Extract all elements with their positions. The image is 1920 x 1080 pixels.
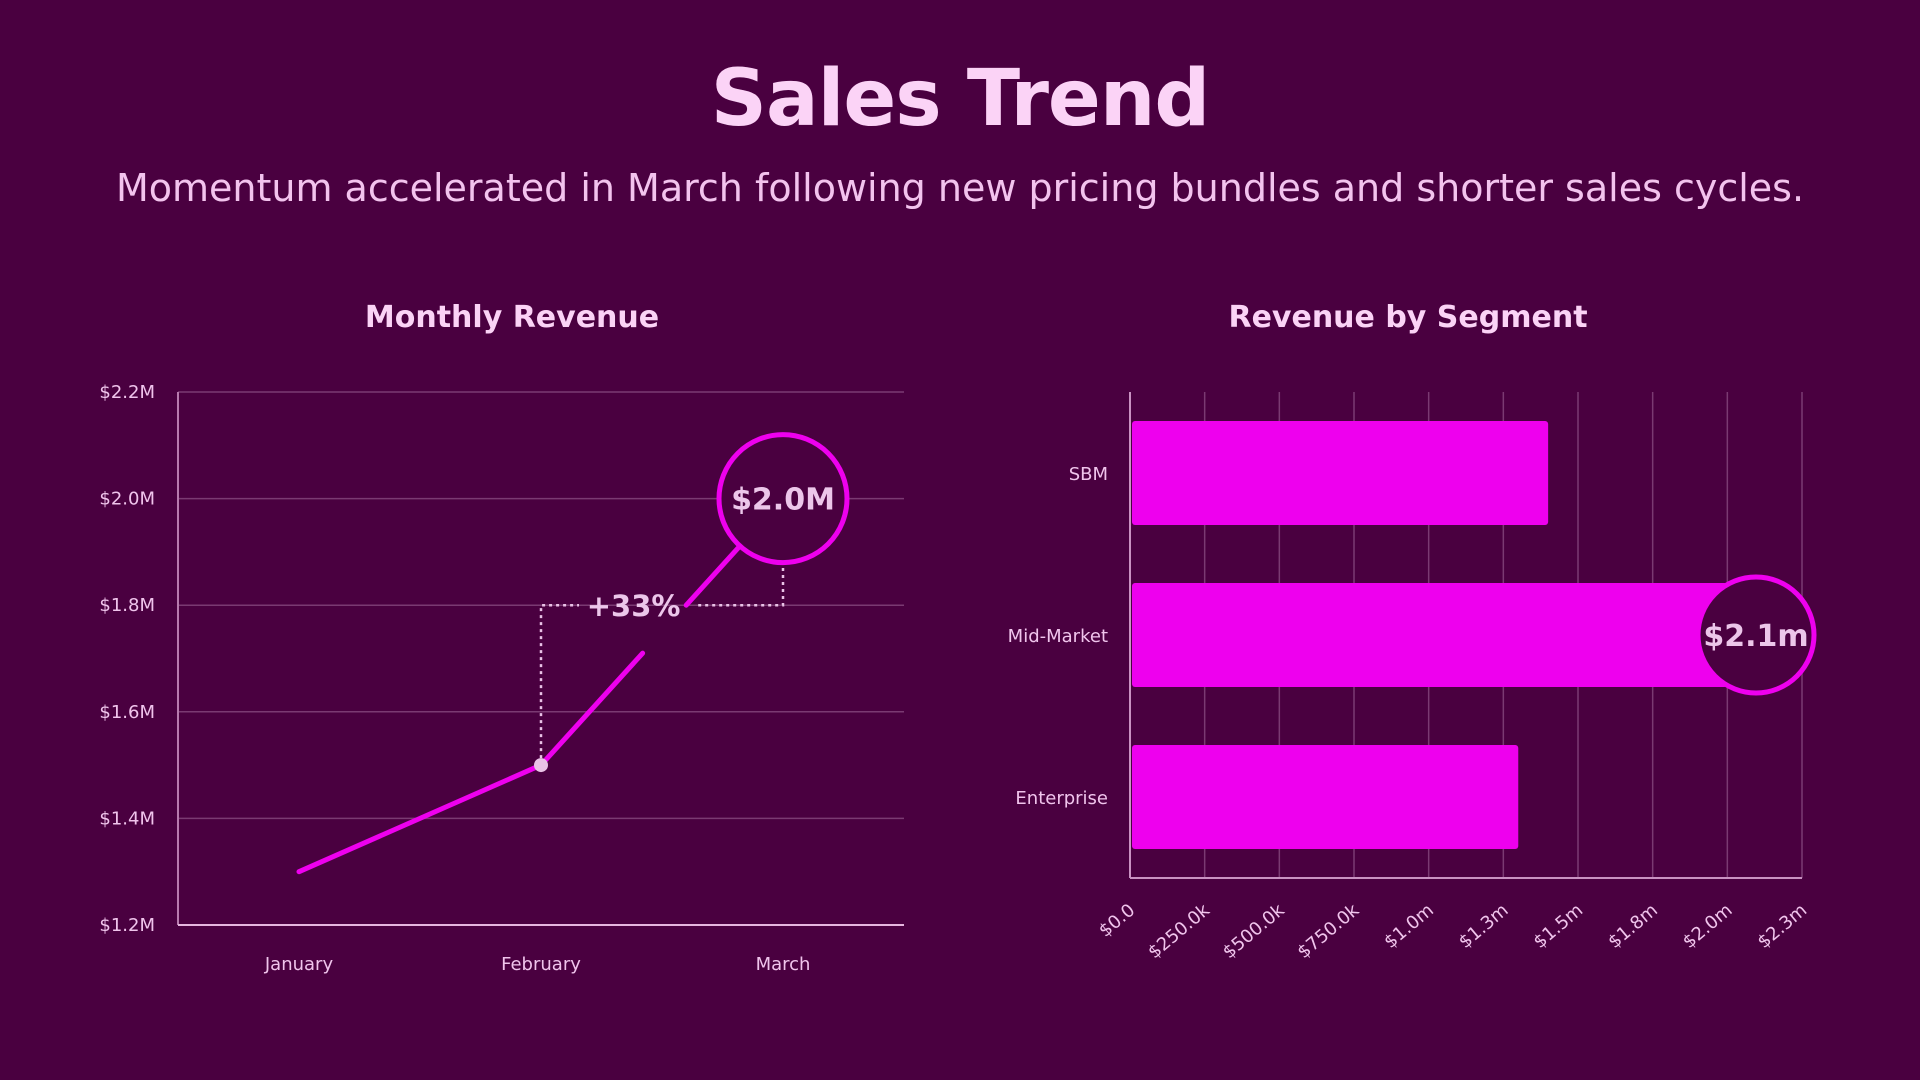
bar-x-tick-label: $1.3m [1455,900,1513,953]
bar-mid-market [1132,583,1728,687]
bar-x-tick-label: $500.0k [1219,899,1289,963]
bar-x-tick-label: $2.0m [1679,900,1737,953]
line-y-tick-label: $1.6M [99,702,155,723]
line-chart-title: Monthly Revenue [364,300,660,335]
bar-x-tick-label: $750.0k [1293,899,1363,963]
line-y-tick-label: $1.8M [99,595,155,616]
change-percent-label: +33% [587,589,681,623]
line-y-tick-label: $1.2M [99,915,155,936]
line-x-tick-label: January [264,954,334,975]
line-y-tick-label: $2.2M [99,382,155,403]
bar-x-tick-label: $250.0k [1144,899,1214,963]
bar-sbm [1132,421,1549,525]
mid-market-highlight-label: $2.1m [1703,619,1808,654]
bar-enterprise [1132,745,1519,849]
bar-category-label: Enterprise [1015,788,1108,809]
bar-x-tick-label: $0.0 [1095,900,1139,942]
bar-chart-title: Revenue by Segment [1228,300,1588,335]
bar-x-tick-label: $1.0m [1380,900,1438,953]
bar-category-label: SBM [1069,464,1108,485]
bar-x-tick-label: $2.3m [1754,900,1812,953]
mid-market-highlight-circle [1695,574,1817,696]
line-x-tick-label: March [756,954,811,975]
bar-x-tick-label: $1.8m [1604,900,1662,953]
change-connector-right [698,562,785,607]
march-highlight-circle [716,432,850,566]
bar-category-label: Mid-Market [1008,626,1108,647]
line-y-tick-label: $2.0M [99,489,155,510]
line-x-tick-label: February [501,954,581,975]
page-title: Sales Trend [710,54,1210,144]
march-highlight-label: $2.0M [731,483,835,518]
february-point-marker [534,758,548,773]
page-subtitle: Momentum accelerated in March following … [115,166,1805,210]
line-y-tick-label: $1.4M [99,808,155,829]
bar-x-tick-label: $1.5m [1530,900,1588,953]
line-series-segment [683,543,743,608]
line-series-segment [296,650,646,875]
